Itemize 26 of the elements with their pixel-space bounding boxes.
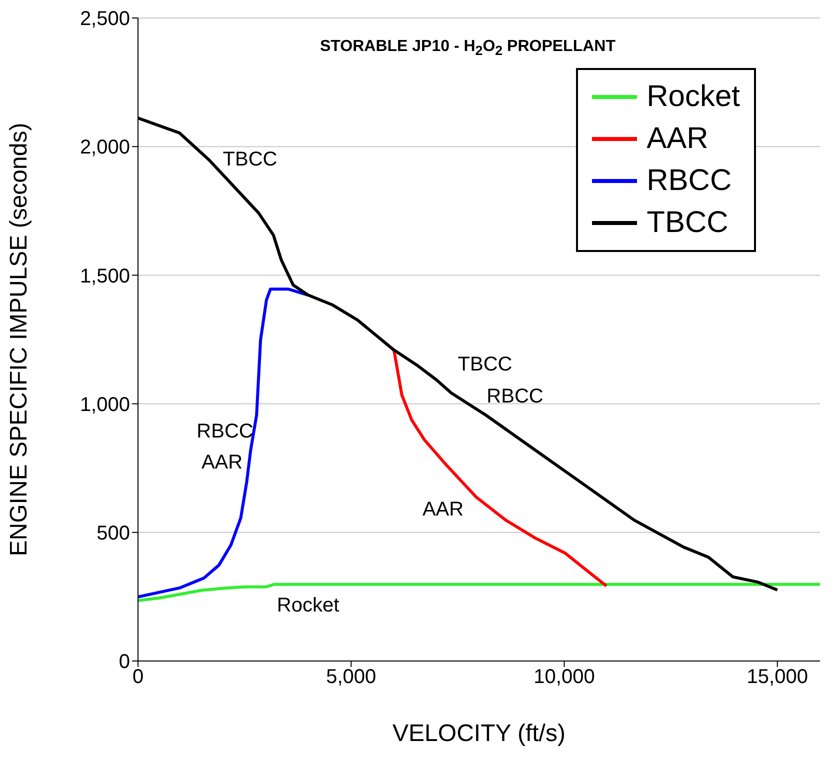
x-tick-label: 15,000 [746,666,808,688]
y-tick-label: 2,000 [80,136,130,159]
annotation: TBCC [458,354,512,376]
legend-label: RBCC [646,164,732,198]
y-tick-label: 500 [96,522,130,544]
y-tick-label: 1,000 [80,394,130,416]
text: STORABLE JP10 - H$_{2}$O$_{2}$ PROPELLANT [320,38,616,58]
legend-label: Rocket [646,80,740,114]
annotation: AAR [422,498,464,522]
x-tick-label: 0 [132,666,144,688]
x-axis-title: VELOCITY (ft/s) [392,720,566,747]
y-axis-title: ENGINE SPECIFIC IMPULSE (seconds) [6,122,33,556]
annotation: RBCC [486,386,544,408]
y-tick-label: 1,500 [80,265,130,288]
y-tick-label: 0 [118,651,130,674]
legend-label: AAR [646,122,708,156]
annotation: RBCC [196,420,254,444]
annotation: AAR [201,452,243,474]
x-tick-label: 5,000 [326,666,376,688]
y-tick-label: 2,500 [80,8,130,30]
annotation: TBCC [222,148,278,172]
line-series [138,288,310,598]
line-series [392,348,608,588]
annotation: Rocket [276,594,340,618]
x-tick-label: 10,000 [534,666,595,688]
legend-label: TBCC [646,206,728,240]
